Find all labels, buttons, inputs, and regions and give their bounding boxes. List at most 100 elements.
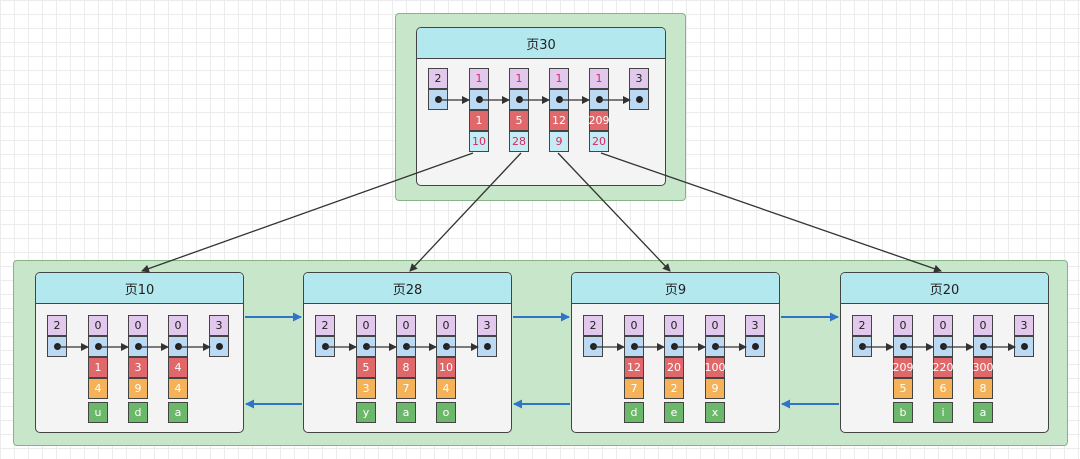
record-header-cell: 0 xyxy=(705,315,725,336)
pointer-dot-icon xyxy=(363,343,370,350)
record-header-cell: 2 xyxy=(428,68,448,89)
record-header-cell: 0 xyxy=(128,315,148,336)
pointer-dot-icon xyxy=(54,343,61,350)
next-pointer-cell xyxy=(583,336,603,357)
record-header-cell: 0 xyxy=(664,315,684,336)
record-header-cell: 0 xyxy=(396,315,416,336)
record-header-cell: 3 xyxy=(745,315,765,336)
record-header-cell: 2 xyxy=(852,315,872,336)
next-pointer-cell xyxy=(629,89,649,110)
next-pointer-cell xyxy=(168,336,188,357)
pointer-dot-icon xyxy=(596,96,603,103)
column-value-cell: 4 xyxy=(168,378,188,399)
next-pointer-cell xyxy=(745,336,765,357)
pointer-dot-icon xyxy=(476,96,483,103)
next-pointer-cell xyxy=(209,336,229,357)
column-value-cell: d xyxy=(624,402,644,423)
pointer-dot-icon xyxy=(1021,343,1028,350)
pointer-dot-icon xyxy=(216,343,223,350)
pointer-dot-icon xyxy=(940,343,947,350)
column-value-cell: 3 xyxy=(356,378,376,399)
column-value-cell: 4 xyxy=(88,378,108,399)
primary-key-cell: 4 xyxy=(168,357,188,378)
next-pointer-cell xyxy=(47,336,67,357)
next-pointer-cell xyxy=(509,89,529,110)
pointer-dot-icon xyxy=(322,343,329,350)
next-pointer-cell xyxy=(973,336,993,357)
pointer-dot-icon xyxy=(443,343,450,350)
record-header-cell: 0 xyxy=(356,315,376,336)
primary-key-cell: 8 xyxy=(396,357,416,378)
record-header-cell: 0 xyxy=(88,315,108,336)
next-pointer-cell xyxy=(933,336,953,357)
next-pointer-cell xyxy=(664,336,684,357)
leaf-page-title: 页28 xyxy=(304,273,511,304)
leaf-page-title: 页9 xyxy=(572,273,779,304)
record-header-cell: 0 xyxy=(168,315,188,336)
column-value-cell: x xyxy=(705,402,725,423)
child-page-cell: 10 xyxy=(469,131,489,152)
record-header-cell: 3 xyxy=(629,68,649,89)
column-value-cell: a xyxy=(396,402,416,423)
record-header-cell: 1 xyxy=(589,68,609,89)
column-value-cell: 5 xyxy=(893,378,913,399)
pointer-dot-icon xyxy=(980,343,987,350)
child-page-cell: 9 xyxy=(549,131,569,152)
column-value-cell: 9 xyxy=(705,378,725,399)
leaf-page-title: 页10 xyxy=(36,273,243,304)
pointer-dot-icon xyxy=(590,343,597,350)
column-value-cell: a xyxy=(168,402,188,423)
pointer-dot-icon xyxy=(403,343,410,350)
record-header-cell: 1 xyxy=(549,68,569,89)
column-value-cell: i xyxy=(933,402,953,423)
pointer-dot-icon xyxy=(859,343,866,350)
record-header-cell: 0 xyxy=(436,315,456,336)
record-header-cell: 0 xyxy=(973,315,993,336)
column-value-cell: 9 xyxy=(128,378,148,399)
record-header-cell: 1 xyxy=(509,68,529,89)
record-header-cell: 0 xyxy=(624,315,644,336)
index-key-cell: 5 xyxy=(509,110,529,131)
pointer-dot-icon xyxy=(516,96,523,103)
root-page-title: 页30 xyxy=(417,28,665,59)
primary-key-cell: 3 xyxy=(128,357,148,378)
pointer-dot-icon xyxy=(631,343,638,350)
pointer-dot-icon xyxy=(175,343,182,350)
next-pointer-cell xyxy=(436,336,456,357)
pointer-dot-icon xyxy=(752,343,759,350)
record-header-cell: 2 xyxy=(583,315,603,336)
column-value-cell: 4 xyxy=(436,378,456,399)
primary-key-cell: 20 xyxy=(664,357,684,378)
pointer-dot-icon xyxy=(95,343,102,350)
column-value-cell: 7 xyxy=(624,378,644,399)
column-value-cell: b xyxy=(893,402,913,423)
pointer-dot-icon xyxy=(135,343,142,350)
next-pointer-cell xyxy=(356,336,376,357)
next-pointer-cell xyxy=(428,89,448,110)
column-value-cell: y xyxy=(356,402,376,423)
pointer-dot-icon xyxy=(712,343,719,350)
primary-key-cell: 220 xyxy=(933,357,953,378)
next-pointer-cell xyxy=(128,336,148,357)
primary-key-cell: 5 xyxy=(356,357,376,378)
record-header-cell: 3 xyxy=(1014,315,1034,336)
primary-key-cell: 100 xyxy=(705,357,725,378)
next-pointer-cell xyxy=(624,336,644,357)
child-page-cell: 28 xyxy=(509,131,529,152)
next-pointer-cell xyxy=(589,89,609,110)
record-header-cell: 3 xyxy=(477,315,497,336)
column-value-cell: 8 xyxy=(973,378,993,399)
column-value-cell: 2 xyxy=(664,378,684,399)
pointer-dot-icon xyxy=(556,96,563,103)
pointer-dot-icon xyxy=(671,343,678,350)
index-key-cell: 209 xyxy=(589,110,609,131)
column-value-cell: 7 xyxy=(396,378,416,399)
pointer-dot-icon xyxy=(900,343,907,350)
next-pointer-cell xyxy=(705,336,725,357)
record-header-cell: 0 xyxy=(933,315,953,336)
next-pointer-cell xyxy=(1014,336,1034,357)
column-value-cell: d xyxy=(128,402,148,423)
pointer-dot-icon xyxy=(484,343,491,350)
record-header-cell: 3 xyxy=(209,315,229,336)
next-pointer-cell xyxy=(396,336,416,357)
